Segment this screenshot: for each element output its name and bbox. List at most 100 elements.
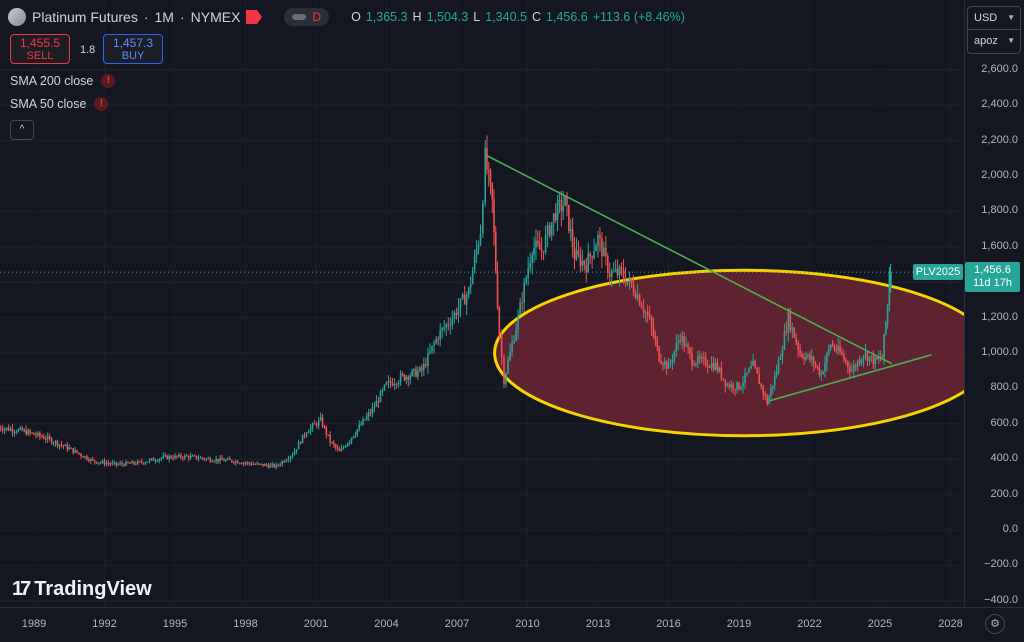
candle-body [766,395,768,405]
tradingview-logo[interactable]: 17 TradingView [12,578,152,601]
candle-body [371,407,374,414]
candle-body [84,456,86,458]
indicator-sma50[interactable]: SMA 50 close ! [10,97,109,111]
high-value: 1,504.3 [426,10,469,24]
price-tick-label: 400.0 [990,452,1018,465]
candle-body [824,363,826,372]
unit-select[interactable]: apoz ▼ [968,29,1020,52]
sell-button[interactable]: 1,455.5 SELL [10,34,70,64]
chart-area[interactable] [0,0,965,607]
candle-body [866,352,869,361]
buy-button[interactable]: 1,457.3 BUY [103,34,163,64]
price-axis[interactable]: 2,600.0 2,400.0 2,200.0 2,000.0 1,800.0 1,600… [965,0,1024,607]
symbol-name[interactable]: Platinum Futures [32,9,138,25]
change-value: +113.6 (+8.46%) [592,10,685,24]
candle-body [809,354,811,360]
candle-body [244,462,247,464]
candle-body [156,460,159,462]
candle-body [429,351,431,353]
candle-body [620,267,623,270]
candle-body [475,249,478,256]
tradingview-mark-icon: 17 [12,578,31,600]
candle-body [287,459,290,461]
candle-body [663,361,666,365]
currency-unit-box[interactable]: USD ▼ apoz ▼ [967,6,1021,54]
candle-body [193,455,196,457]
warning-icon[interactable]: ! [94,97,109,111]
candle-body [403,374,406,380]
gear-icon[interactable]: ⚙ [985,614,1005,634]
price-chart[interactable] [0,0,964,607]
candle-body [820,374,823,376]
candle-body [477,244,480,250]
collapse-indicators-button[interactable]: ^ [10,120,34,140]
candle-body [471,270,474,284]
candle-body [136,461,139,465]
candle-body [437,338,439,340]
indicator-label[interactable]: SMA 200 close [10,74,94,88]
indicator-sma200[interactable]: SMA 200 close ! [10,74,116,88]
candle-body [459,298,462,309]
candle-body [64,444,67,447]
candle-body [720,367,723,379]
candle-body [389,380,392,384]
price-tick-label: 1,800.0 [981,204,1018,217]
candle-body [558,199,561,201]
candle-body [242,462,245,464]
candle-body [783,331,786,350]
candle-body [728,384,731,388]
candle-body [833,345,836,350]
currency-select[interactable]: USD ▼ [968,7,1020,29]
candle-body [262,463,264,466]
candle-body [595,245,597,252]
candle-body [107,463,110,465]
time-axis[interactable]: 1989 1992 1995 1998 2001 2004 2007 2010 2013 2016… [0,607,1024,642]
consolidation-ellipse [493,268,964,438]
price-tick-label: 0.0 [1002,523,1018,535]
time-tick-label: 1995 [162,618,188,630]
data-mode-toggle[interactable]: D [284,8,330,26]
candle-body [523,282,525,303]
candle-body [405,376,408,380]
sell-label: SELL [26,50,54,62]
candle-body [119,463,121,465]
interval-label[interactable]: 1M [154,9,174,25]
chevron-down-icon: ▼ [1007,36,1015,45]
candle-body [610,271,613,278]
candle-body [234,461,237,463]
last-price-tag: 1,456.6 11d 17h [965,262,1020,292]
candle-body [275,464,277,468]
candle-body [323,426,326,428]
exchange-label[interactable]: NYMEX [190,9,241,25]
candle-body [614,269,617,271]
indicator-label[interactable]: SMA 50 close [10,97,87,111]
time-tick-label: 2022 [797,618,822,630]
candle-body [872,355,875,365]
candle-body [870,355,873,357]
candle-body [95,461,98,464]
flag-icon[interactable] [246,10,263,24]
candle-body [103,460,106,465]
price-tick-label: 1,200.0 [981,310,1018,323]
candle-body [427,352,429,366]
candle-body [329,434,331,443]
candle-body [189,455,192,459]
candle-body [273,464,275,468]
candle-body [334,444,337,448]
candle-body [60,444,63,446]
candle-body [174,455,176,459]
candle-body [121,463,123,465]
warning-icon[interactable]: ! [101,74,116,88]
candle-body [1,429,4,431]
candle-body [562,205,565,211]
candle-body [803,357,805,360]
candle-body [37,433,39,436]
low-value: 1,340.5 [485,10,527,24]
candle-body [443,327,446,329]
candle-body [732,384,734,390]
candle-body [881,357,884,359]
candle-body [811,356,813,360]
candle-body [413,368,415,371]
time-tick-label: 1998 [233,618,258,630]
candle-body [699,356,701,359]
